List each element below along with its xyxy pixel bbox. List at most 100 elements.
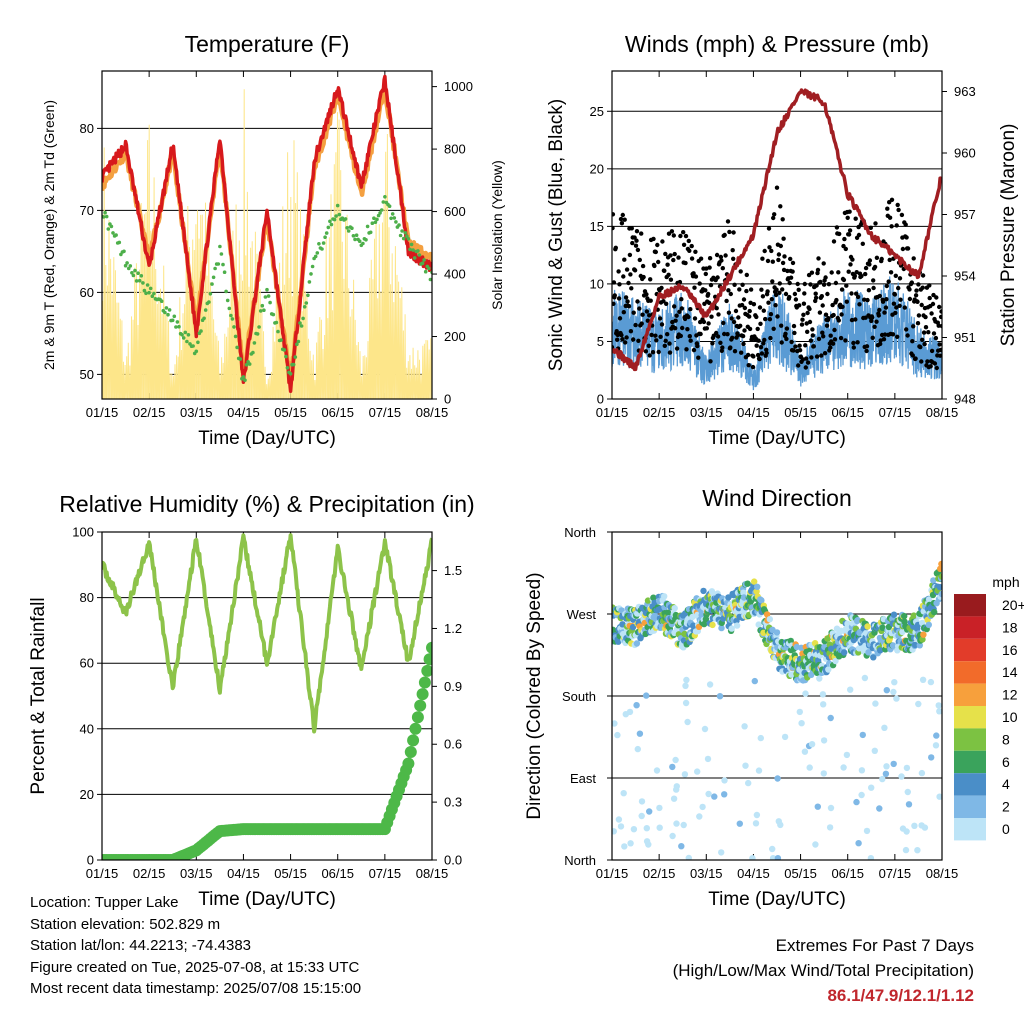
gust-point bbox=[887, 257, 892, 263]
direction-point bbox=[769, 845, 776, 853]
gust-point bbox=[930, 301, 936, 307]
direction-point bbox=[936, 583, 942, 591]
dewpoint-point bbox=[351, 234, 356, 238]
gust-point bbox=[766, 226, 772, 231]
direction-point bbox=[936, 793, 942, 800]
direction-point bbox=[718, 849, 725, 856]
direction-point bbox=[843, 751, 851, 759]
direction-point bbox=[921, 824, 929, 831]
dewpoint-point bbox=[324, 231, 329, 235]
gust-point bbox=[866, 288, 872, 293]
dewpoint-point bbox=[302, 305, 307, 309]
direction-point bbox=[638, 812, 645, 820]
dewpoint-point bbox=[260, 303, 265, 308]
precip-point bbox=[418, 676, 431, 689]
dewpoint-point bbox=[229, 313, 233, 318]
dewpoint-point bbox=[301, 316, 305, 321]
gust-point bbox=[689, 256, 695, 261]
gust-point bbox=[757, 305, 763, 310]
gust-point bbox=[851, 345, 856, 350]
direction-point bbox=[643, 692, 650, 699]
gust-point bbox=[623, 295, 629, 300]
gust-point bbox=[921, 330, 927, 335]
y-tick-label: 50 bbox=[80, 367, 94, 382]
extremes-values: 86.1/47.9/12.1/1.12 bbox=[827, 986, 974, 1005]
direction-point bbox=[902, 846, 910, 854]
gust-point bbox=[665, 262, 670, 267]
x-axis-label: Time (Day/UTC) bbox=[198, 428, 336, 449]
gust-point bbox=[934, 365, 939, 371]
gust-point bbox=[630, 240, 635, 246]
dewpoint-point bbox=[408, 247, 412, 252]
gust-point bbox=[697, 281, 702, 286]
direction-point bbox=[669, 763, 676, 771]
direction-point bbox=[681, 771, 689, 778]
direction-point bbox=[741, 723, 748, 730]
dewpoint-point bbox=[412, 256, 417, 260]
direction-point bbox=[749, 855, 756, 860]
panel-4: Wind Direction 01/15 02/15 03/15 04/15 05/15 0… bbox=[524, 485, 1024, 910]
gust-point bbox=[624, 267, 630, 272]
y2-tick-label: 800 bbox=[444, 142, 466, 157]
dewpoint-point bbox=[177, 324, 181, 329]
gust-point bbox=[784, 336, 789, 342]
gust-point bbox=[914, 288, 919, 293]
dewpoint-point bbox=[202, 316, 206, 321]
direction-point bbox=[938, 573, 942, 580]
gust-point bbox=[828, 345, 833, 350]
direction-point bbox=[653, 767, 661, 774]
direction-point bbox=[673, 820, 680, 827]
gust-point bbox=[741, 341, 746, 347]
gust-point bbox=[832, 327, 837, 333]
direction-point bbox=[626, 708, 634, 716]
gust-point bbox=[780, 287, 785, 292]
gust-point bbox=[885, 206, 890, 211]
direction-point bbox=[910, 612, 917, 619]
dewpoint-point bbox=[163, 310, 167, 315]
y2-axis-label: Station Pressure (Maroon) bbox=[998, 124, 1019, 347]
gust-point bbox=[768, 312, 774, 317]
direction-point bbox=[918, 769, 926, 777]
direction-point bbox=[891, 679, 898, 686]
gust-point bbox=[895, 334, 900, 339]
dewpoint-point bbox=[144, 291, 148, 296]
gust-point bbox=[672, 251, 677, 257]
gust-point bbox=[919, 302, 924, 308]
y-tick-label: 15 bbox=[590, 219, 604, 234]
dewpoint-point bbox=[133, 268, 137, 273]
direction-point bbox=[925, 621, 932, 628]
gust-point bbox=[848, 262, 853, 267]
gust-point bbox=[770, 259, 775, 264]
gust-point bbox=[872, 324, 877, 329]
direction-point bbox=[826, 824, 834, 831]
direction-point bbox=[933, 732, 940, 739]
gust-point bbox=[777, 281, 782, 286]
y2-tick-label: 0.9 bbox=[444, 679, 462, 694]
dewpoint-point bbox=[335, 203, 340, 208]
gust-point bbox=[721, 320, 726, 326]
y2-tick-label: 1.2 bbox=[444, 621, 462, 636]
dewpoint-point bbox=[211, 275, 216, 280]
dewpoint-point bbox=[183, 330, 188, 335]
gust-point bbox=[904, 327, 909, 332]
gust-point bbox=[791, 323, 797, 329]
gust-point bbox=[869, 318, 874, 324]
gust-point bbox=[937, 304, 942, 310]
direction-point bbox=[847, 686, 854, 693]
gust-point bbox=[780, 217, 785, 222]
direction-point bbox=[682, 682, 689, 689]
dewpoint-point bbox=[137, 278, 142, 283]
x-axis-label: Time (Day/UTC) bbox=[198, 889, 336, 910]
direction-point bbox=[701, 725, 709, 733]
gust-point bbox=[867, 262, 872, 267]
dewpoint-point bbox=[136, 271, 140, 276]
gust-point bbox=[820, 303, 825, 308]
gust-point bbox=[708, 359, 713, 364]
gust-point bbox=[846, 232, 852, 237]
dewpoint-point bbox=[298, 321, 302, 325]
gust-point bbox=[772, 212, 777, 217]
gust-point bbox=[645, 318, 650, 323]
gust-point bbox=[933, 335, 939, 341]
gust-point bbox=[748, 287, 754, 292]
gust-point bbox=[716, 312, 721, 317]
